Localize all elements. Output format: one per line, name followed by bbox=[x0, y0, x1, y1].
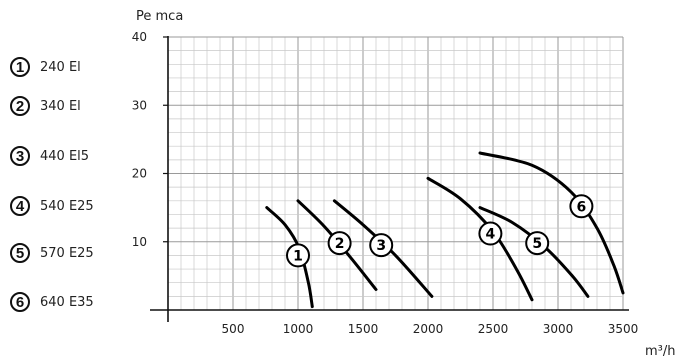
x-tick-label: 1000 bbox=[283, 322, 314, 336]
legend-label-6: 640 E35 bbox=[40, 294, 94, 310]
series-marker-6 bbox=[569, 194, 594, 219]
x-tick-label: 2500 bbox=[478, 322, 509, 336]
legend-item-1: 1 240 El bbox=[10, 57, 81, 77]
series-label-1: 1 bbox=[293, 248, 303, 264]
y-tick-label: 10 bbox=[132, 235, 147, 249]
x-tick-label: 2000 bbox=[413, 322, 444, 336]
y-tick-label: 40 bbox=[132, 30, 147, 44]
series-marker-1 bbox=[286, 243, 310, 268]
y-tick-label: 20 bbox=[132, 167, 147, 181]
series-marker-4 bbox=[478, 221, 503, 246]
legend-item-4: 4 540 E25 bbox=[10, 196, 94, 216]
y-tick-label: 30 bbox=[132, 98, 147, 112]
chart-series: 1 2 3 4 5 6 bbox=[265, 151, 625, 309]
chart-axes bbox=[150, 36, 629, 322]
legend-number-2: 2 bbox=[10, 96, 30, 116]
legend: 1 240 El 2 340 El 3 440 El5 4 540 E25 5 … bbox=[10, 0, 130, 363]
legend-label-3: 440 El5 bbox=[40, 148, 90, 164]
series-marker-3 bbox=[369, 233, 394, 258]
legend-number-5: 5 bbox=[10, 243, 30, 263]
legend-label-5: 570 E25 bbox=[40, 245, 94, 261]
legend-item-5: 5 570 E25 bbox=[10, 243, 94, 263]
legend-number-1: 1 bbox=[10, 57, 30, 77]
chart-grid bbox=[168, 36, 624, 310]
chart-ticks: 10 20 30 40 500 1000 1500 2000 2500 3000 3500 bbox=[132, 30, 639, 336]
x-tick-label: 3000 bbox=[543, 322, 574, 336]
legend-label-1: 240 El bbox=[40, 59, 81, 75]
x-tick-label: 500 bbox=[222, 322, 245, 336]
x-tick-label: 1500 bbox=[348, 322, 379, 336]
legend-number-4: 4 bbox=[10, 196, 30, 216]
legend-item-3: 3 440 El5 bbox=[10, 146, 89, 166]
legend-item-2: 2 340 El bbox=[10, 96, 81, 116]
legend-label-2: 340 El bbox=[40, 98, 81, 114]
series-label-5: 5 bbox=[532, 236, 542, 252]
y-axis-title: Pe mca bbox=[136, 9, 183, 24]
legend-number-6: 6 bbox=[10, 292, 30, 312]
legend-label-4: 540 E25 bbox=[40, 198, 94, 214]
series-label-2: 2 bbox=[335, 236, 345, 252]
series-marker-2 bbox=[327, 231, 352, 256]
x-axis-title: m³/h bbox=[645, 344, 676, 359]
legend-number-3: 3 bbox=[10, 146, 30, 166]
series-label-4: 4 bbox=[486, 227, 496, 243]
series-label-3: 3 bbox=[376, 238, 386, 254]
series-marker-5 bbox=[525, 231, 550, 256]
legend-item-6: 6 640 E35 bbox=[10, 292, 94, 312]
x-tick-label: 3500 bbox=[608, 322, 639, 336]
series-label-6: 6 bbox=[577, 199, 587, 215]
